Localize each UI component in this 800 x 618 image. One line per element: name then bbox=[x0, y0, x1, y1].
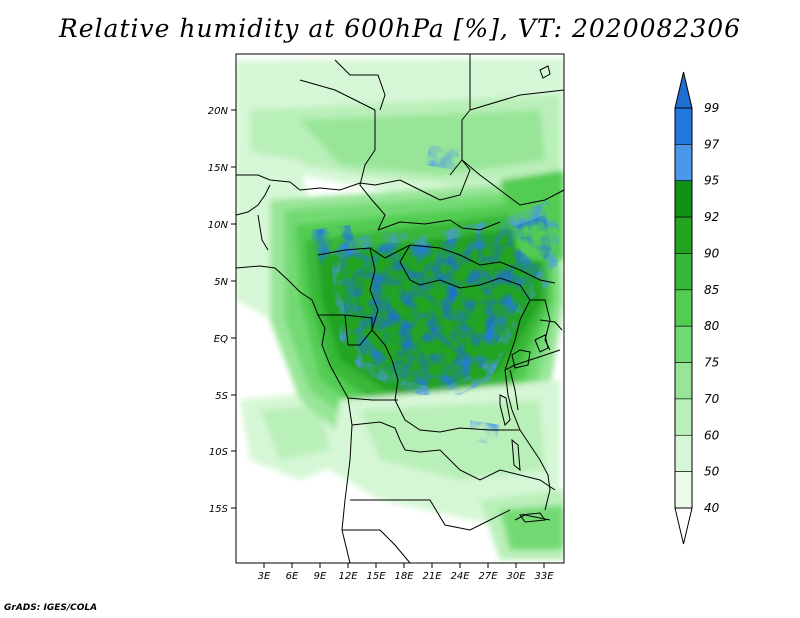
svg-text:33E: 33E bbox=[534, 571, 554, 582]
svg-text:9E: 9E bbox=[314, 571, 327, 582]
lon-tick-3e: 3E bbox=[258, 563, 271, 582]
chart-title: Relative humidity at 600hPa [%], VT: 202… bbox=[58, 14, 742, 43]
lon-tick-6e: 6E bbox=[286, 563, 299, 582]
lon-tick-30e: 30E bbox=[506, 563, 526, 582]
svg-text:24E: 24E bbox=[450, 571, 470, 582]
svg-text:27E: 27E bbox=[478, 571, 498, 582]
colorbar-label: 60 bbox=[704, 428, 720, 442]
colorbar-label: 80 bbox=[704, 319, 720, 333]
colorbar-swatch bbox=[674, 253, 693, 291]
credit-text: GrADS: IGES/COLA bbox=[4, 603, 98, 613]
colorbar-label: 92 bbox=[704, 210, 719, 224]
svg-text:15S: 15S bbox=[209, 504, 229, 515]
colorbar-swatch bbox=[674, 144, 693, 182]
svg-text:3E: 3E bbox=[258, 571, 271, 582]
svg-text:18E: 18E bbox=[394, 571, 414, 582]
lat-tick-eq: EQ bbox=[214, 334, 236, 345]
lat-tick-15n: 15N bbox=[208, 163, 236, 174]
longitude-axis: 3E 6E 9E 12E 15E 18E 21E 24E 27E 30E 33E bbox=[258, 563, 554, 582]
colorbar-label: 50 bbox=[704, 465, 720, 479]
colorbar-label: 85 bbox=[704, 283, 719, 297]
colorbar-label: 99 bbox=[704, 101, 719, 115]
svg-text:15E: 15E bbox=[366, 571, 386, 582]
colorbar-swatch bbox=[674, 325, 693, 363]
lon-tick-27e: 27E bbox=[478, 563, 498, 582]
colorbar-swatch-top bbox=[674, 71, 693, 109]
colorbar-label: 97 bbox=[704, 137, 720, 151]
colorbar-swatch bbox=[674, 398, 693, 436]
colorbar-swatch-bottom bbox=[674, 507, 693, 545]
lat-tick-20n: 20N bbox=[208, 106, 236, 117]
lat-tick-10s: 10S bbox=[209, 447, 236, 458]
svg-text:10N: 10N bbox=[208, 220, 229, 231]
lakes bbox=[499, 65, 551, 523]
lat-tick-5n: 5N bbox=[214, 277, 236, 288]
colorbar-swatch bbox=[674, 471, 693, 509]
colorbar-swatch bbox=[674, 362, 693, 400]
humidity-field bbox=[236, 54, 564, 563]
colorbar-label: 40 bbox=[704, 501, 720, 515]
colorbar-label: 75 bbox=[704, 356, 719, 370]
colorbar-swatch bbox=[674, 216, 693, 254]
svg-text:10S: 10S bbox=[209, 447, 229, 458]
colorbar-label: 90 bbox=[704, 246, 720, 260]
svg-text:6E: 6E bbox=[286, 571, 299, 582]
svg-text:12E: 12E bbox=[338, 571, 358, 582]
lat-tick-5s: 5S bbox=[215, 391, 236, 402]
colorbar: 99 97 95 92 90 85 80 75 70 60 50 40 bbox=[674, 71, 720, 545]
lat-tick-10n: 10N bbox=[208, 220, 236, 231]
lon-tick-12e: 12E bbox=[338, 563, 358, 582]
lon-tick-9e: 9E bbox=[314, 563, 327, 582]
colorbar-swatch bbox=[674, 289, 693, 327]
country-borders bbox=[236, 54, 564, 563]
svg-text:15N: 15N bbox=[208, 163, 229, 174]
svg-text:30E: 30E bbox=[506, 571, 526, 582]
svg-text:5S: 5S bbox=[215, 391, 228, 402]
lon-tick-15e: 15E bbox=[366, 563, 386, 582]
svg-text:5N: 5N bbox=[214, 277, 228, 288]
lon-tick-21e: 21E bbox=[422, 563, 442, 582]
lat-tick-15s: 15S bbox=[209, 504, 236, 515]
colorbar-swatch bbox=[674, 107, 693, 145]
colorbar-label: 70 bbox=[704, 392, 720, 406]
colorbar-swatch bbox=[674, 180, 693, 218]
lon-tick-18e: 18E bbox=[394, 563, 414, 582]
svg-text:EQ: EQ bbox=[214, 334, 228, 345]
lon-tick-33e: 33E bbox=[534, 563, 554, 582]
map-frame bbox=[235, 53, 565, 564]
lon-tick-24e: 24E bbox=[450, 563, 470, 582]
colorbar-label: 95 bbox=[704, 174, 719, 188]
colorbar-swatch bbox=[674, 434, 693, 472]
svg-text:21E: 21E bbox=[422, 571, 442, 582]
latitude-axis: 20N 15N 10N 5N EQ 5S 10S 15S bbox=[208, 106, 236, 515]
svg-text:20N: 20N bbox=[208, 106, 229, 117]
